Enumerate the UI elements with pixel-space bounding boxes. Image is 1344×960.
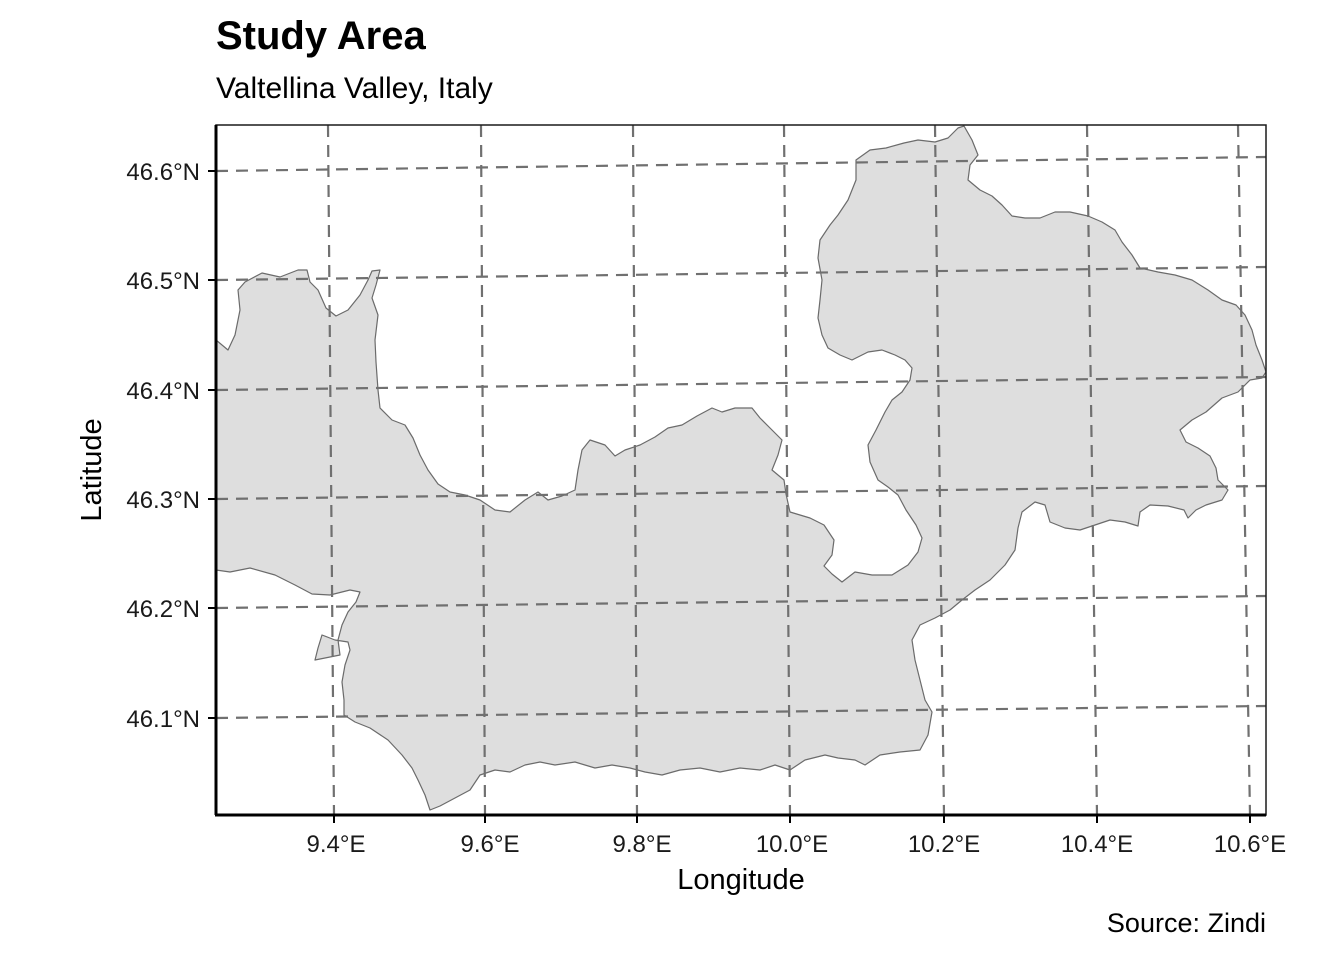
meridian-9-8 xyxy=(631,125,639,815)
x-tick-label: 9.8°E xyxy=(613,831,672,858)
map-title: Study Area xyxy=(216,14,426,58)
parallel-46-3 xyxy=(216,484,1266,501)
parallel-46-5 xyxy=(216,265,1266,282)
x-tick-label: 9.6°E xyxy=(461,831,520,858)
meridian-10-2 xyxy=(933,125,946,815)
parallel-46-1 xyxy=(216,704,1266,720)
x-axis-ticks xyxy=(333,815,1251,823)
y-tick-label: 46.1°N xyxy=(126,706,200,733)
x-tick-label: 10.2°E xyxy=(908,831,980,858)
y-tick-label: 46.2°N xyxy=(126,596,200,623)
x-tick-label: 10.0°E xyxy=(756,831,828,858)
y-axis-tick-labels: 46.6°N 46.5°N 46.4°N 46.3°N 46.2°N 46.1°… xyxy=(126,159,200,733)
y-tick-label: 46.3°N xyxy=(126,487,200,514)
parallel-46-6 xyxy=(216,155,1266,173)
graticule xyxy=(216,125,1266,815)
y-axis-ticks xyxy=(208,170,216,719)
y-tick-label: 46.5°N xyxy=(126,268,200,295)
x-tick-label: 9.4°E xyxy=(307,831,366,858)
y-tick-label: 46.4°N xyxy=(126,378,200,405)
parallel-46-2 xyxy=(216,594,1266,610)
map-region xyxy=(216,125,1266,811)
y-tick-label: 46.6°N xyxy=(126,159,200,186)
x-tick-label: 10.4°E xyxy=(1061,831,1133,858)
y-axis-title: Latitude xyxy=(76,418,108,521)
source-caption: Source: Zindi xyxy=(1106,908,1266,938)
meridian-9-6 xyxy=(479,125,487,815)
meridian-9-4 xyxy=(326,125,336,815)
region-valtellina xyxy=(216,125,1266,811)
meridian-10-0 xyxy=(782,125,792,815)
meridian-10-4 xyxy=(1085,125,1099,815)
x-axis-tick-labels: 9.4°E 9.6°E 9.8°E 10.0°E 10.2°E 10.4°E 1… xyxy=(307,831,1287,858)
meridian-10-6 xyxy=(1236,125,1252,815)
parallel-46-4 xyxy=(216,375,1266,392)
x-tick-label: 10.6°E xyxy=(1214,831,1286,858)
x-axis-title: Longitude xyxy=(677,864,804,896)
map-subtitle: Valtellina Valley, Italy xyxy=(216,72,493,105)
